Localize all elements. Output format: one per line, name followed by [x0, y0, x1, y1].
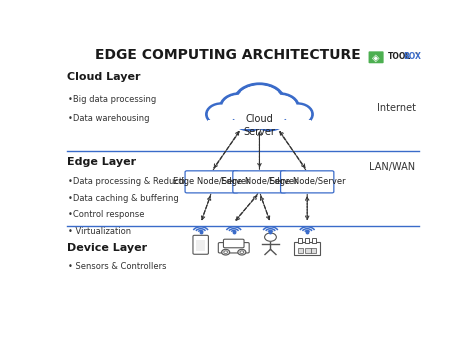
- Circle shape: [224, 251, 228, 253]
- Circle shape: [237, 85, 283, 118]
- Text: •Control response: •Control response: [68, 210, 145, 219]
- Text: Edge Node/Server: Edge Node/Server: [173, 177, 250, 186]
- FancyBboxPatch shape: [233, 171, 286, 193]
- Circle shape: [235, 84, 284, 119]
- Text: Edge Layer: Edge Layer: [66, 157, 136, 167]
- FancyBboxPatch shape: [305, 248, 310, 253]
- Circle shape: [208, 104, 235, 124]
- Circle shape: [238, 249, 246, 255]
- FancyBboxPatch shape: [305, 238, 310, 243]
- Text: Edge Node/Server: Edge Node/Server: [221, 177, 298, 186]
- FancyBboxPatch shape: [281, 171, 334, 193]
- Text: ◈: ◈: [373, 52, 380, 62]
- Text: • Virtualization: • Virtualization: [68, 227, 132, 236]
- Text: •Big data processing: •Big data processing: [68, 95, 157, 104]
- Circle shape: [254, 108, 284, 129]
- FancyBboxPatch shape: [219, 243, 249, 253]
- Text: Cloud
Server: Cloud Server: [244, 114, 275, 137]
- FancyBboxPatch shape: [196, 240, 205, 251]
- Text: BOX: BOX: [403, 52, 421, 61]
- FancyBboxPatch shape: [223, 239, 244, 248]
- FancyBboxPatch shape: [298, 248, 303, 253]
- FancyBboxPatch shape: [369, 51, 383, 63]
- FancyBboxPatch shape: [208, 120, 310, 129]
- Circle shape: [222, 95, 257, 120]
- FancyBboxPatch shape: [311, 238, 316, 243]
- Circle shape: [234, 108, 265, 129]
- Text: Cloud Layer: Cloud Layer: [66, 71, 140, 82]
- Text: TOOL: TOOL: [388, 52, 411, 61]
- Circle shape: [262, 95, 297, 120]
- Text: LAN/WAN: LAN/WAN: [369, 162, 416, 173]
- Text: •Data warehousing: •Data warehousing: [68, 114, 150, 123]
- Text: Internet: Internet: [376, 103, 416, 113]
- Text: Edge Node/Server: Edge Node/Server: [269, 177, 346, 186]
- FancyBboxPatch shape: [193, 235, 209, 254]
- FancyBboxPatch shape: [311, 248, 317, 253]
- Circle shape: [253, 106, 286, 130]
- Circle shape: [260, 94, 299, 121]
- Circle shape: [220, 94, 259, 121]
- Circle shape: [264, 233, 276, 241]
- Text: • Sensors & Controllers: • Sensors & Controllers: [68, 262, 167, 271]
- Circle shape: [283, 104, 312, 125]
- Circle shape: [233, 106, 266, 130]
- Circle shape: [284, 104, 311, 124]
- FancyBboxPatch shape: [298, 238, 302, 243]
- FancyBboxPatch shape: [294, 242, 320, 254]
- Text: •Data caching & buffering: •Data caching & buffering: [68, 193, 179, 203]
- Circle shape: [240, 251, 244, 253]
- Circle shape: [207, 104, 237, 125]
- Text: ™: ™: [413, 52, 418, 57]
- Text: Device Layer: Device Layer: [66, 243, 147, 253]
- Text: EDGE COMPUTING ARCHITECTURE: EDGE COMPUTING ARCHITECTURE: [95, 48, 361, 62]
- Text: •Data processing & Reduction: •Data processing & Reduction: [68, 177, 196, 186]
- FancyBboxPatch shape: [185, 171, 238, 193]
- Circle shape: [222, 249, 230, 255]
